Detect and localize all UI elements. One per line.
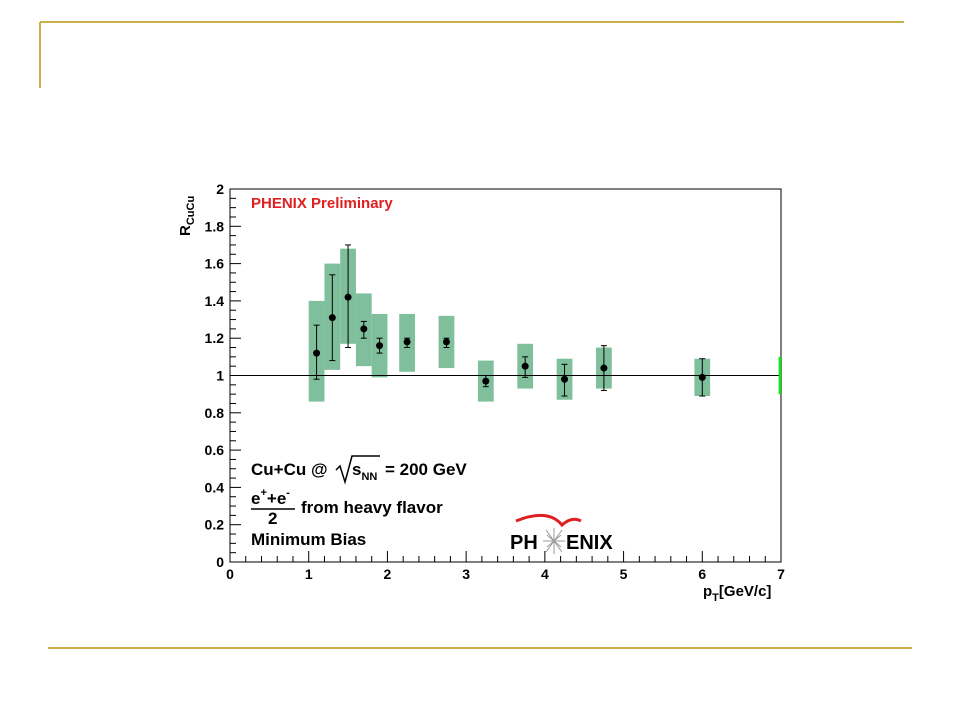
data-point-10 xyxy=(600,364,608,372)
x-tick-label-5: 5 xyxy=(620,566,628,582)
data-point-6 xyxy=(442,338,450,346)
annotation-system: Cu+Cu @ xyxy=(251,460,328,479)
x-tick-label-0: 0 xyxy=(226,566,234,582)
annotation-sqrt-s: s xyxy=(352,460,361,479)
x-tick-labels: 0 1 2 3 4 5 6 7 xyxy=(226,566,785,582)
x-axis-label-rest: [GeV/c] xyxy=(719,583,772,600)
annotation-e-mid: +e xyxy=(267,489,286,508)
data-point-0 xyxy=(313,349,321,357)
y-tick-label-4: 0.8 xyxy=(205,405,225,421)
data-point-11 xyxy=(698,373,706,381)
y-tick-label-0: 0 xyxy=(216,554,224,570)
data-point-5 xyxy=(403,338,411,346)
annotation-energy-label: sNN xyxy=(352,460,377,483)
annotation-centrality: Minimum Bias xyxy=(251,530,366,549)
y-axis-ticks xyxy=(230,188,241,563)
x-tick-label-3: 3 xyxy=(462,566,470,582)
x-tick-label-2: 2 xyxy=(384,566,392,582)
x-axis-ticks xyxy=(229,551,782,562)
annotation-e: e xyxy=(251,489,260,508)
x-axis-label-main: p xyxy=(703,583,712,600)
global-uncertainty-box xyxy=(778,356,781,395)
data-point-8 xyxy=(521,362,529,370)
y-tick-label-5: 1 xyxy=(216,368,224,384)
annotation-e-minus: - xyxy=(286,487,290,499)
data-point-3 xyxy=(360,325,368,333)
x-tick-label-4: 4 xyxy=(541,566,549,582)
phenix-logo-right: ENIX xyxy=(566,532,613,554)
y-tick-label-9: 1.8 xyxy=(205,218,225,234)
phenix-logo: PH ENIX xyxy=(510,513,613,554)
phenix-logo-star xyxy=(543,528,565,554)
y-tick-label-10: 2 xyxy=(216,181,224,197)
annotation-fraction-denominator: 2 xyxy=(268,509,277,528)
y-tick-label-3: 0.6 xyxy=(205,442,225,458)
x-tick-label-7: 7 xyxy=(777,566,785,582)
y-tick-label-2: 0.4 xyxy=(205,479,225,495)
annotation-e-plus: + xyxy=(260,487,266,499)
data-point-1 xyxy=(328,314,336,322)
y-axis-label-sub: CuCu xyxy=(185,196,197,225)
y-tick-label-6: 1.2 xyxy=(205,330,225,346)
annotation-flavor: from heavy flavor xyxy=(301,498,443,517)
x-axis-label: pT[GeV/c] xyxy=(703,583,771,604)
y-tick-label-1: 0.2 xyxy=(205,517,225,533)
x-tick-label-6: 6 xyxy=(698,566,706,582)
y-axis-label-main: R xyxy=(177,225,194,236)
data-point-2 xyxy=(344,293,352,301)
phenix-logo-wing xyxy=(515,513,582,528)
y-tick-label-7: 1.4 xyxy=(205,293,225,309)
systematic-boxes xyxy=(308,248,711,402)
y-tick-label-8: 1.6 xyxy=(205,256,225,272)
data-point-7 xyxy=(482,377,490,385)
x-axis-label-sub: T xyxy=(712,592,719,604)
annotation-sqrt-s-sub: NN xyxy=(361,471,377,483)
sqrt-symbol xyxy=(335,455,380,485)
phenix-logo-left: PH xyxy=(510,532,538,554)
data-point-4 xyxy=(376,342,384,350)
y-axis-label: RCuCu xyxy=(177,196,197,236)
preliminary-label: PHENIX Preliminary xyxy=(251,195,393,212)
annotation-energy: = 200 GeV xyxy=(385,460,467,479)
data-markers xyxy=(313,293,706,385)
data-point-9 xyxy=(561,375,569,383)
y-tick-labels: 0 0.2 0.4 0.6 0.8 1 1.2 1.4 1.6 1.8 2 xyxy=(205,181,225,570)
x-tick-label-1: 1 xyxy=(305,566,313,582)
annotation-fraction-numerator: e++e- xyxy=(251,487,290,508)
